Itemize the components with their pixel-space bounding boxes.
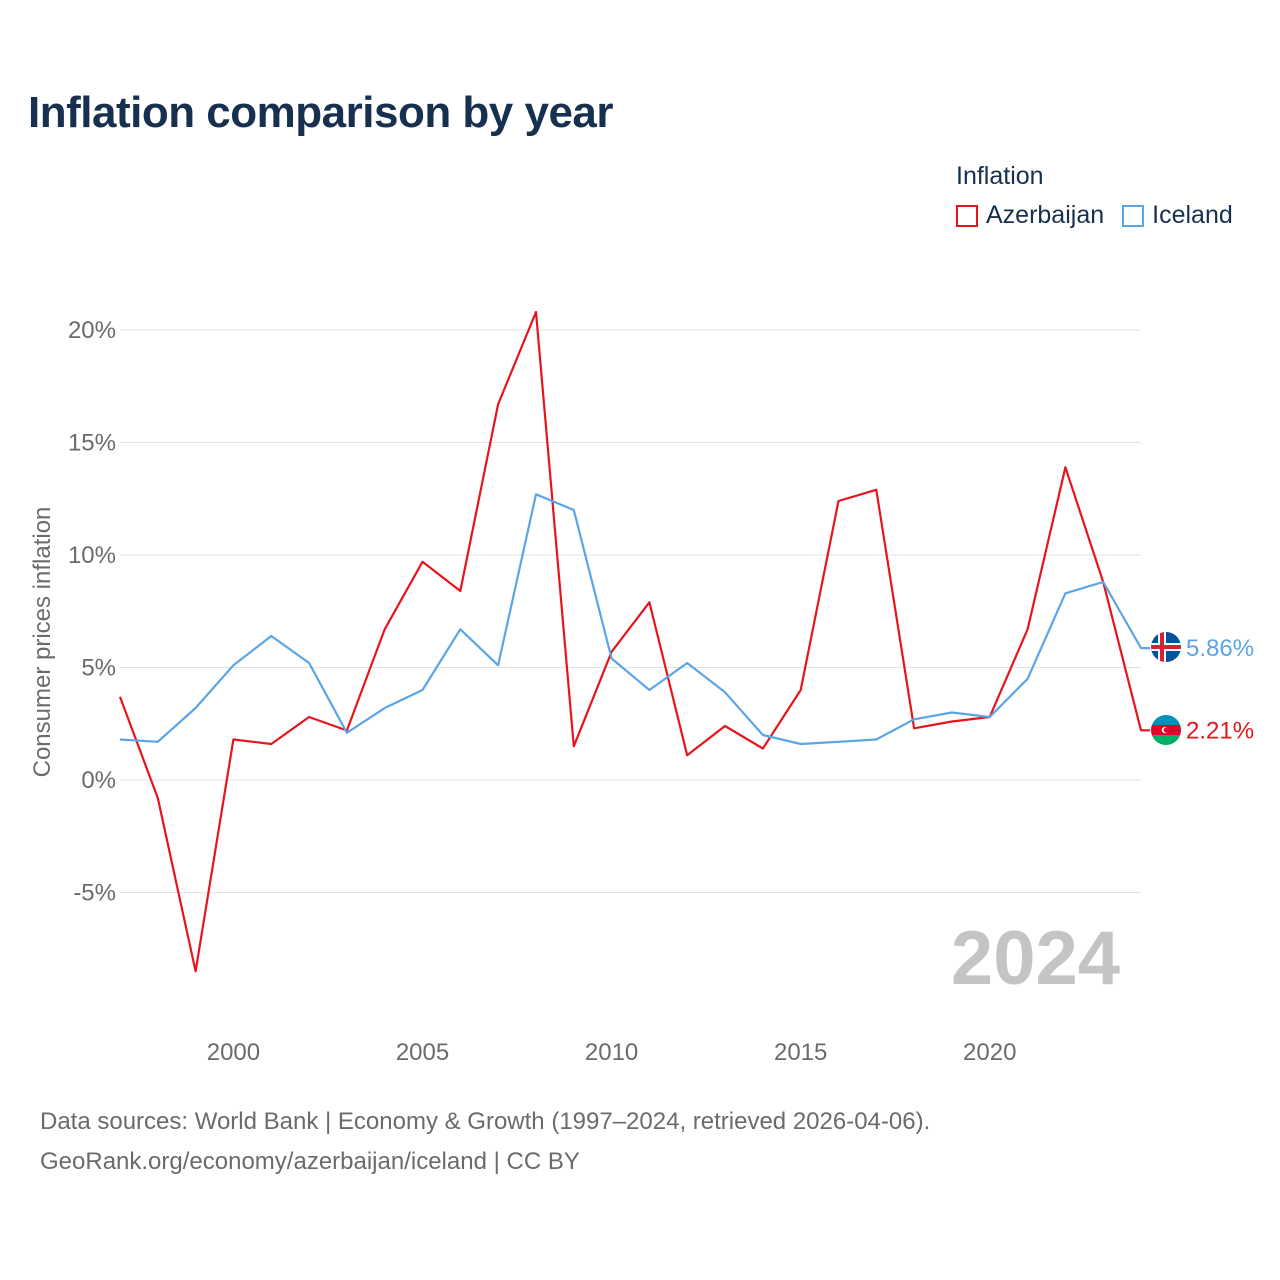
legend-item-iceland[interactable]: Iceland — [1122, 201, 1233, 230]
x-tick-label: 2010 — [585, 1039, 638, 1066]
legend-label-azerbaijan: Azerbaijan — [986, 201, 1105, 229]
y-tick-label: 15% — [68, 430, 116, 457]
y-tick-label: 20% — [68, 317, 116, 344]
footer-site-link[interactable]: GeoRank.org/economy/azerbaijan/iceland |… — [40, 1148, 580, 1175]
legend-swatch-azerbaijan — [956, 204, 978, 227]
series-line-iceland — [119, 493, 1150, 746]
legend-item-azerbaijan[interactable]: Azerbaijan — [956, 201, 1104, 230]
legend-title: Inflation — [956, 162, 1044, 190]
chart-title: Inflation comparison by year — [28, 88, 614, 137]
legend: Inflation Azerbaijan Iceland — [956, 162, 1251, 230]
y-tick-label: 0% — [81, 767, 116, 794]
x-axis-ticks: 2000 2005 2010 2015 2020 — [207, 1039, 1017, 1066]
end-label-azerbaijan: 2.21% — [1186, 717, 1254, 744]
series-lines — [118, 310, 1150, 973]
azerbaijan-flag — [1151, 715, 1181, 745]
x-tick-label: 2015 — [774, 1039, 827, 1066]
end-labels: 2.21% 5.86% — [1186, 635, 1254, 744]
line-chart: -5% 0% 5% 10% 15% 20% 2000 2005 2010 2015 2020 Co… — [29, 310, 1254, 1066]
y-axis-ticks: -5% 0% 5% 10% 15% 20% — [68, 317, 116, 907]
year-watermark: 2024 — [951, 916, 1120, 1001]
end-label-iceland: 5.86% — [1186, 635, 1254, 662]
x-tick-label: 2005 — [396, 1039, 449, 1066]
legend-label-iceland: Iceland — [1152, 201, 1233, 229]
iceland-flag — [1151, 632, 1181, 662]
gridlines — [120, 329, 1141, 893]
legend-swatch-iceland — [1122, 204, 1145, 227]
y-tick-label: 10% — [68, 542, 116, 569]
series-line-azerbaijan — [118, 310, 1150, 973]
y-axis-label: Consumer prices inflation — [29, 507, 56, 778]
footer-sources: Data sources: World Bank | Economy & Gro… — [40, 1108, 931, 1135]
x-tick-label: 2020 — [963, 1039, 1016, 1066]
x-tick-label: 2000 — [207, 1039, 260, 1066]
y-tick-label: 5% — [81, 655, 116, 682]
y-tick-label: -5% — [73, 880, 116, 907]
